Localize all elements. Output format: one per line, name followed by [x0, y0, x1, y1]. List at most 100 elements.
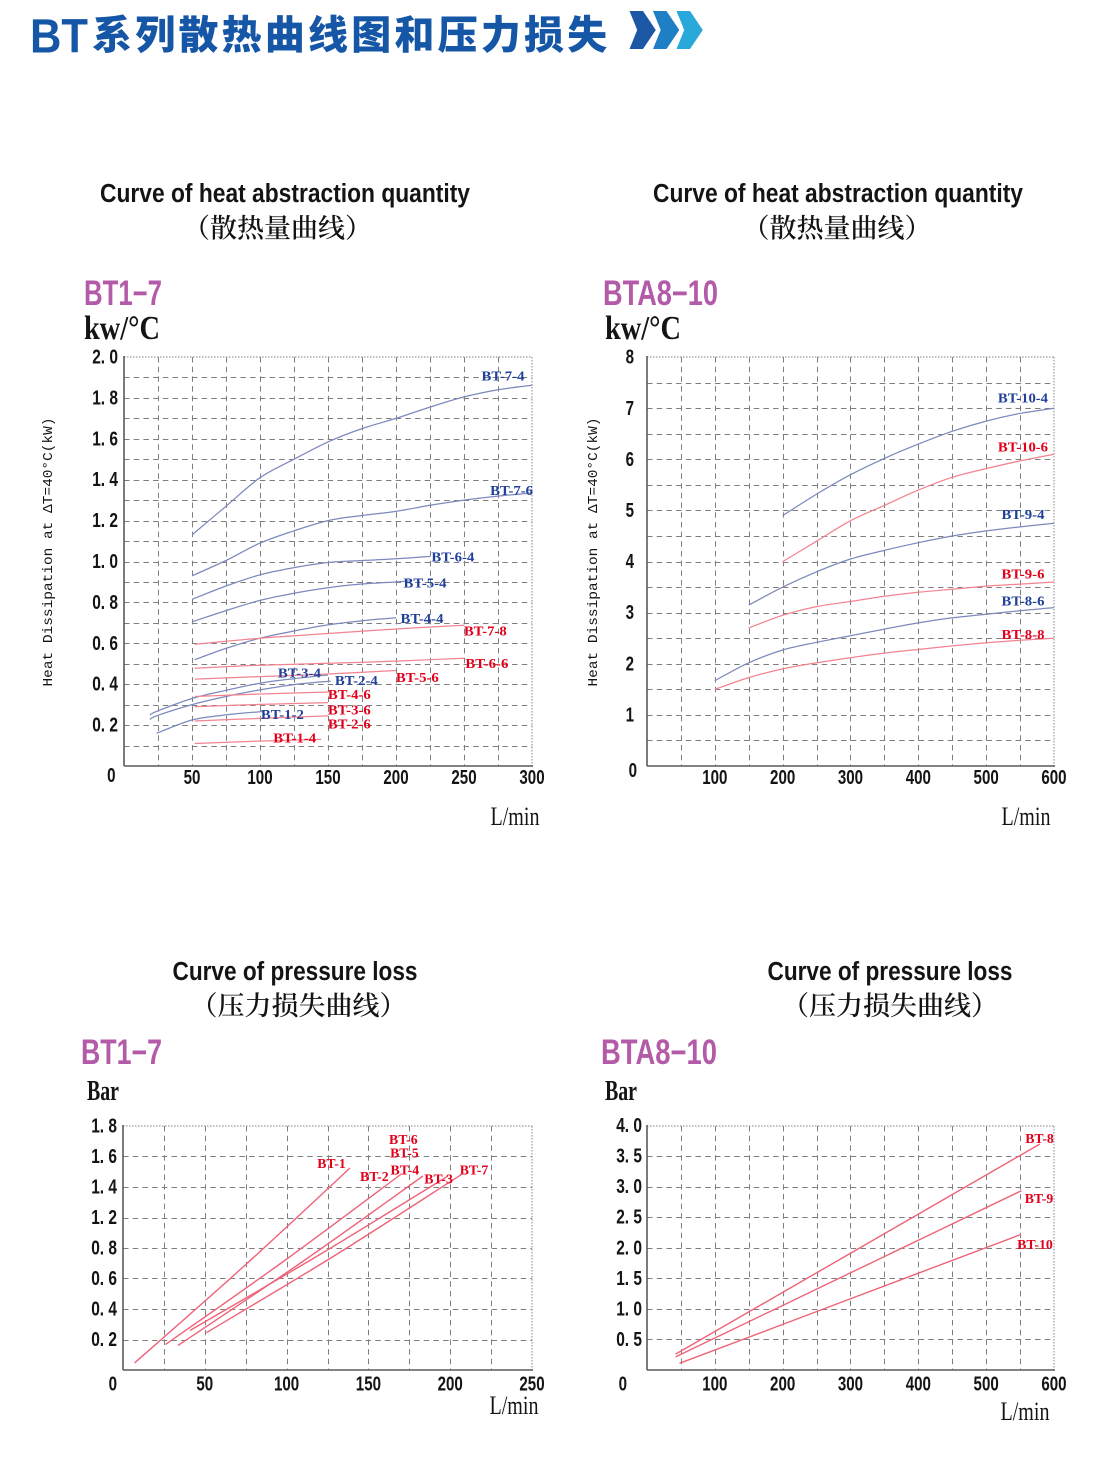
svg-text:3. 0: 3. 0 [616, 1176, 642, 1198]
svg-text:300: 300 [838, 767, 863, 789]
svg-text:250: 250 [451, 767, 476, 789]
svg-text:200: 200 [438, 1374, 463, 1396]
svg-text:2. 5: 2. 5 [616, 1207, 642, 1229]
svg-text:BT-6: BT-6 [389, 1133, 418, 1148]
svg-text:4: 4 [626, 551, 635, 573]
svg-text:4. 0: 4. 0 [616, 1115, 642, 1137]
svg-text:1. 0: 1. 0 [616, 1298, 642, 1320]
svg-text:0. 2: 0. 2 [91, 1329, 117, 1351]
svg-text:Heat Dissipation at ΔT=40°C(kW: Heat Dissipation at ΔT=40°C(kW) [41, 418, 57, 687]
svg-text:1. 0: 1. 0 [92, 551, 118, 573]
svg-text:BT-8: BT-8 [1025, 1132, 1054, 1147]
svg-text:1. 6: 1. 6 [92, 428, 118, 450]
svg-text:0. 5: 0. 5 [616, 1329, 642, 1351]
svg-text:3: 3 [626, 602, 634, 624]
svg-text:Curve of heat abstraction quan: Curve of heat abstraction quantity [100, 180, 471, 208]
svg-text:BTA8−10: BTA8−10 [603, 274, 718, 313]
svg-text:600: 600 [1041, 767, 1066, 789]
svg-text:0: 0 [107, 765, 115, 787]
svg-text:BT1−7: BT1−7 [84, 274, 162, 313]
svg-text:BT-10-6: BT-10-6 [998, 440, 1048, 455]
svg-text:BT-9-4: BT-9-4 [1002, 508, 1045, 523]
svg-text:BT-1: BT-1 [317, 1157, 346, 1172]
svg-text:0. 2: 0. 2 [92, 715, 118, 737]
svg-text:BT-2-4: BT-2-4 [335, 674, 378, 689]
svg-text:BT-5: BT-5 [390, 1147, 419, 1162]
svg-text:100: 100 [702, 767, 727, 789]
svg-text:BTA8−10: BTA8−10 [601, 1033, 717, 1072]
svg-text:300: 300 [838, 1374, 863, 1396]
svg-text:1. 4: 1. 4 [91, 1177, 117, 1199]
svg-text:200: 200 [770, 1374, 795, 1396]
svg-text:BT-3-6: BT-3-6 [328, 703, 371, 718]
svg-text:2. 0: 2. 0 [616, 1237, 642, 1259]
svg-text:Bar: Bar [87, 1076, 119, 1107]
svg-text:BT-7-4: BT-7-4 [482, 370, 525, 385]
svg-text:50: 50 [196, 1374, 213, 1396]
svg-text:1. 2: 1. 2 [91, 1207, 117, 1229]
svg-text:100: 100 [702, 1374, 727, 1396]
svg-text:BT1−7: BT1−7 [81, 1033, 162, 1072]
svg-text:50: 50 [184, 767, 201, 789]
svg-text:Curve of pressure loss: Curve of pressure loss [173, 958, 418, 986]
svg-text:BT-4-4: BT-4-4 [401, 612, 444, 627]
svg-text:L/min: L/min [1001, 1397, 1050, 1426]
svg-text:5: 5 [626, 500, 634, 522]
svg-text:L/min: L/min [1002, 802, 1051, 831]
svg-text:L/min: L/min [491, 802, 540, 831]
svg-text:BT-8-8: BT-8-8 [1002, 628, 1045, 643]
svg-text:BT-7: BT-7 [460, 1164, 489, 1179]
svg-text:2: 2 [626, 653, 634, 675]
svg-text:Curve of pressure loss: Curve of pressure loss [768, 958, 1013, 986]
svg-text:250: 250 [519, 1374, 544, 1396]
svg-text:0. 6: 0. 6 [91, 1268, 117, 1290]
svg-text:BT-3: BT-3 [424, 1173, 453, 1188]
svg-text:BT-4-6: BT-4-6 [328, 688, 371, 703]
svg-text:150: 150 [356, 1374, 381, 1396]
svg-text:0. 4: 0. 4 [92, 674, 118, 696]
svg-text:BT-2-6: BT-2-6 [328, 717, 371, 732]
svg-text:600: 600 [1041, 1374, 1066, 1396]
svg-text:8: 8 [626, 347, 634, 369]
svg-text:BT-5-4: BT-5-4 [404, 577, 447, 592]
svg-text:6: 6 [626, 449, 634, 471]
svg-text:BT-7-8: BT-7-8 [464, 625, 507, 640]
svg-text:1: 1 [626, 704, 634, 726]
svg-text:150: 150 [315, 767, 340, 789]
svg-text:BT-7-6: BT-7-6 [490, 484, 533, 499]
svg-text:BT: BT [30, 11, 88, 64]
svg-text:BT-8-6: BT-8-6 [1002, 595, 1045, 610]
svg-text:BT-10: BT-10 [1017, 1238, 1053, 1253]
svg-text:500: 500 [974, 767, 999, 789]
svg-text:0. 4: 0. 4 [91, 1299, 117, 1321]
svg-text:400: 400 [906, 1374, 931, 1396]
svg-text:0. 8: 0. 8 [92, 592, 118, 614]
svg-text:BT-6-4: BT-6-4 [431, 550, 474, 565]
svg-text:BT-10-4: BT-10-4 [998, 392, 1048, 407]
svg-text:200: 200 [770, 767, 795, 789]
svg-text:1. 2: 1. 2 [92, 510, 118, 532]
svg-text:200: 200 [383, 767, 408, 789]
svg-text:7: 7 [626, 398, 634, 420]
svg-text:BT-4: BT-4 [391, 1163, 420, 1178]
svg-text:kw/°C: kw/°C [605, 310, 681, 347]
svg-text:1. 4: 1. 4 [92, 469, 118, 491]
svg-text:1. 5: 1. 5 [616, 1268, 642, 1290]
svg-text:100: 100 [274, 1374, 299, 1396]
svg-text:1. 8: 1. 8 [91, 1116, 117, 1138]
svg-text:1. 8: 1. 8 [92, 387, 118, 409]
svg-text:Bar: Bar [605, 1076, 637, 1107]
svg-text:kw/°C: kw/°C [84, 310, 160, 347]
svg-text:0: 0 [619, 1374, 627, 1396]
svg-text:0: 0 [109, 1374, 117, 1396]
svg-text:BT-9: BT-9 [1025, 1192, 1054, 1207]
svg-text:L/min: L/min [490, 1391, 539, 1420]
svg-text:BT-3-4: BT-3-4 [278, 666, 321, 681]
svg-text:400: 400 [906, 767, 931, 789]
svg-text:300: 300 [519, 767, 544, 789]
svg-text:BT-2: BT-2 [360, 1170, 389, 1185]
svg-text:100: 100 [247, 767, 272, 789]
svg-text:2. 0: 2. 0 [92, 347, 118, 369]
svg-text:0. 8: 0. 8 [91, 1238, 117, 1260]
svg-text:Heat Dissipation at ΔT=40°C(kW: Heat Dissipation at ΔT=40°C(kW) [586, 418, 602, 687]
